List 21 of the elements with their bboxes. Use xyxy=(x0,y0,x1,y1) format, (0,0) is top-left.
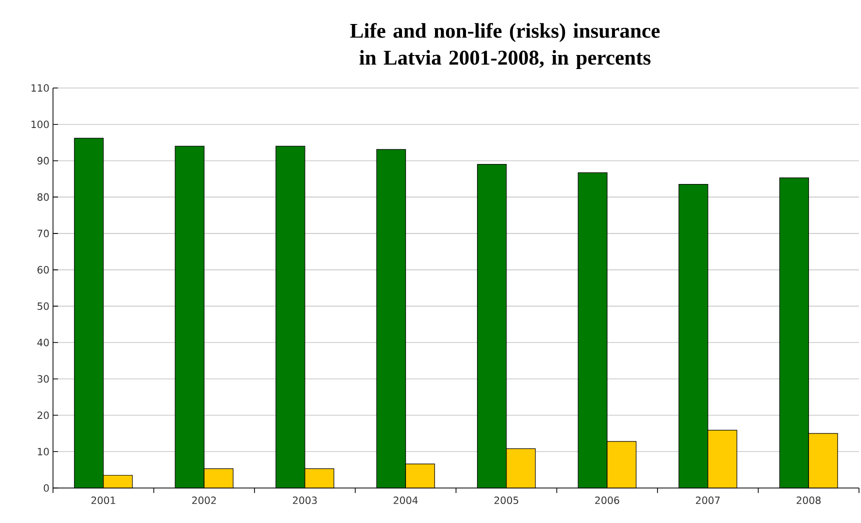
x-tick-label: 2001 xyxy=(91,496,116,504)
chart-title: Life and non-life (risks) insurance in Latvia 2001-2008, in percents xyxy=(350,22,660,70)
x-tick-label: 2002 xyxy=(192,496,216,504)
x-tick-label: 2004 xyxy=(394,496,418,504)
y-tick-label: 90 xyxy=(37,156,49,164)
y-tick-label: 70 xyxy=(38,230,49,238)
y-tick-label: 40 xyxy=(37,338,49,346)
y-tick-label: 60 xyxy=(38,266,49,274)
x-tick-label: 2007 xyxy=(696,496,720,504)
x-tick-label: 2005 xyxy=(494,496,518,504)
x-tick-label: 2008 xyxy=(796,496,821,504)
y-tick-label: 0 xyxy=(44,484,49,492)
x-tick-label: 2006 xyxy=(595,496,620,504)
y-tick-label: 30 xyxy=(38,375,49,383)
y-tick-label: 110 xyxy=(32,84,49,92)
y-tick-label: 10 xyxy=(38,448,49,456)
y-tick-label: 50 xyxy=(38,302,49,310)
y-tick-label: 80 xyxy=(37,193,49,201)
y-tick-label: 20 xyxy=(38,411,49,420)
x-tick-label: 2003 xyxy=(292,496,317,504)
y-tick-label: 100 xyxy=(32,120,49,128)
